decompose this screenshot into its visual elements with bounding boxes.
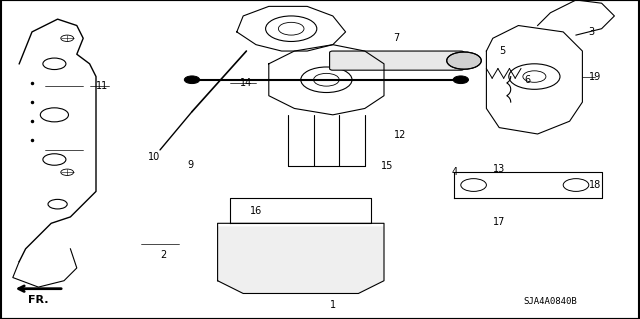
- Text: 16: 16: [250, 205, 262, 216]
- Circle shape: [447, 52, 481, 69]
- Text: 15: 15: [381, 161, 393, 171]
- Circle shape: [453, 76, 468, 84]
- Text: SJA4A0840B: SJA4A0840B: [524, 297, 577, 306]
- Text: 9: 9: [187, 160, 193, 170]
- Circle shape: [184, 76, 200, 84]
- Text: 13: 13: [493, 164, 505, 174]
- Text: 4: 4: [451, 167, 458, 177]
- Text: 14: 14: [240, 78, 253, 88]
- Text: FR.: FR.: [28, 295, 49, 305]
- Text: 18: 18: [589, 180, 601, 190]
- Text: 6: 6: [525, 75, 531, 85]
- Text: 11: 11: [96, 81, 108, 91]
- Text: 5: 5: [499, 46, 506, 56]
- FancyBboxPatch shape: [330, 51, 464, 70]
- Text: 17: 17: [493, 217, 506, 227]
- Text: 3: 3: [589, 27, 595, 37]
- Text: 12: 12: [394, 130, 406, 140]
- Text: 19: 19: [589, 71, 601, 82]
- Polygon shape: [218, 226, 384, 293]
- Text: 1: 1: [330, 300, 336, 310]
- Text: 2: 2: [160, 250, 166, 260]
- Text: 10: 10: [148, 152, 160, 162]
- Text: 7: 7: [394, 33, 400, 43]
